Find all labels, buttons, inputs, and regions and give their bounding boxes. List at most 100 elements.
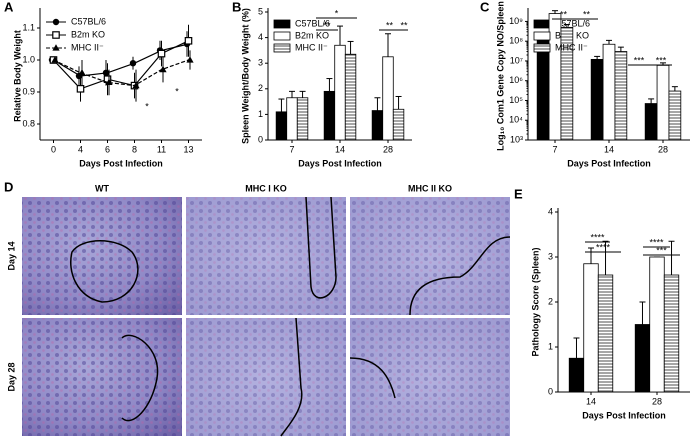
bar xyxy=(663,274,680,393)
series-line xyxy=(53,40,189,90)
x-tick-label: 7 xyxy=(552,144,557,154)
marker xyxy=(76,84,85,93)
lesion-outline xyxy=(70,240,139,303)
legend-label: MHC II⁻ xyxy=(71,42,104,52)
panel-label: B xyxy=(232,0,241,14)
x-tick-label: 0 xyxy=(51,144,56,154)
bar xyxy=(644,103,658,141)
y-axis-title: Relative Body Weight xyxy=(12,30,22,122)
column-label: MHC I KO xyxy=(245,183,287,193)
panel-label: C xyxy=(480,0,490,14)
y-tick-label: 10⁹ xyxy=(509,16,523,26)
cell-texture xyxy=(350,197,510,315)
x-tick-label: 14 xyxy=(335,144,345,154)
y-tick-label: 1.1 xyxy=(22,22,35,32)
legend-label: B2m KO xyxy=(295,30,329,40)
column-label: MHC II KO xyxy=(408,183,452,193)
sig-label: ** xyxy=(386,20,394,30)
y-tick-label: 10⁵ xyxy=(509,95,523,105)
y-tick-label: 1.0 xyxy=(22,54,35,64)
x-tick-label: 28 xyxy=(383,144,393,154)
lesion-outline xyxy=(409,236,511,316)
y-tick-label: 4 xyxy=(258,32,263,42)
row-label: Day 14 xyxy=(6,241,16,270)
y-tick-label: 0 xyxy=(258,134,263,144)
cell-texture xyxy=(186,318,346,436)
sig-label: * xyxy=(335,8,339,18)
cell-texture xyxy=(22,318,182,436)
bar xyxy=(590,58,604,141)
marker xyxy=(184,36,193,45)
x-tick-label: 6 xyxy=(105,144,110,154)
bar xyxy=(602,43,616,141)
bar xyxy=(560,26,574,141)
x-tick-label: 14 xyxy=(604,144,614,154)
x-tick-label: 8 xyxy=(132,144,137,154)
lesion-outline xyxy=(280,317,303,437)
series-line xyxy=(53,59,189,87)
legend-label: C57BL/6 xyxy=(555,18,590,28)
sig-label: ** xyxy=(560,9,568,19)
legend-swatch xyxy=(533,43,551,53)
y-tick-label: 10⁴ xyxy=(509,115,523,125)
marker xyxy=(102,69,110,77)
y-tick-label: 10³ xyxy=(510,134,523,144)
sig-label: ** xyxy=(323,20,331,30)
y-tick-label: 1 xyxy=(548,341,553,351)
marker xyxy=(78,69,86,76)
marker xyxy=(52,31,60,39)
y-tick-label: 10⁶ xyxy=(509,75,523,85)
lesion-outline xyxy=(305,196,337,299)
y-axis-title: Log₁₀ Com1 Gene Copy NO/Spleen xyxy=(495,1,505,151)
bar xyxy=(371,110,384,141)
x-tick-label: 4 xyxy=(78,144,83,154)
y-tick-label: 5 xyxy=(258,6,263,16)
legend-swatch xyxy=(533,19,551,29)
y-tick-label: 0 xyxy=(548,386,553,396)
legend-swatch xyxy=(273,31,291,41)
bar xyxy=(275,111,288,141)
bar xyxy=(656,64,670,141)
y-tick-label: 2 xyxy=(258,83,263,93)
lesion-outline xyxy=(121,334,159,422)
y-tick-label: 3 xyxy=(548,251,553,261)
panel-label: A xyxy=(4,0,14,14)
series-line xyxy=(53,43,189,77)
column-label: WT xyxy=(95,183,109,193)
bar xyxy=(286,97,298,141)
marker xyxy=(159,65,167,73)
marker xyxy=(52,18,60,26)
x-axis-title: Days Post Infection xyxy=(79,158,163,168)
cell-texture xyxy=(22,197,182,315)
y-axis-title: Pathology Score (Spleen) xyxy=(530,247,540,356)
cell-texture xyxy=(186,197,346,315)
x-tick-label: 13 xyxy=(183,144,193,154)
x-axis-title: Days Post Infection xyxy=(567,158,651,168)
y-tick-label: 0.9 xyxy=(22,86,35,96)
legend-swatch xyxy=(273,19,291,29)
marker xyxy=(132,81,140,89)
bar xyxy=(392,108,405,141)
sig-label: *** xyxy=(656,55,667,65)
sig-label: * xyxy=(175,86,179,96)
sig-label: ** xyxy=(583,9,591,19)
histology-panel: D Day 14 Day 28 WT MHC I KO MHC II KO xyxy=(4,179,511,437)
row-label: Day 28 xyxy=(6,362,16,391)
marker xyxy=(105,78,113,85)
y-tick-label: 0.8 xyxy=(22,118,35,128)
sig-label: ** xyxy=(400,20,408,30)
bar xyxy=(668,90,682,141)
x-tick-label: 28 xyxy=(652,396,662,406)
marker xyxy=(51,56,59,63)
legend-label: MHC II⁻ xyxy=(295,42,328,52)
bar xyxy=(634,324,651,393)
y-tick-label: 10⁸ xyxy=(509,36,523,46)
bar xyxy=(583,263,599,393)
legend-label: B2m KO xyxy=(71,29,105,39)
y-tick-label: 2 xyxy=(548,296,553,306)
x-tick-label: 7 xyxy=(289,144,294,154)
marker xyxy=(52,44,60,51)
legend-label: MHC II⁻ xyxy=(555,42,588,52)
bar xyxy=(649,256,665,393)
